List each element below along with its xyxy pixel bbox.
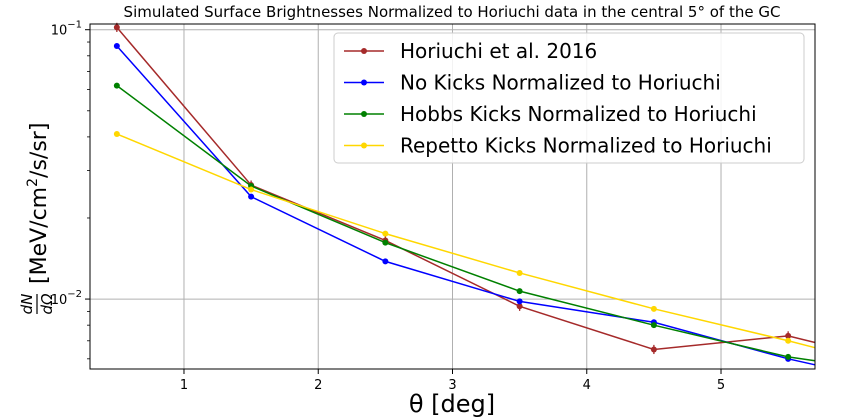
data-point <box>113 42 120 49</box>
data-point <box>516 303 523 310</box>
data-point <box>650 346 657 353</box>
legend-item: Hobbs Kicks Normalized to Horiuchi <box>344 102 757 126</box>
y-label-frac-num: dN <box>18 294 36 315</box>
data-point <box>248 186 255 193</box>
svg-text:[MeV/cm2/s/sr]: [MeV/cm2/s/sr] <box>25 123 52 284</box>
legend: Horiuchi et al. 2016 No Kicks Normalized … <box>333 32 805 164</box>
legend-item: Repetto Kicks Normalized to Horiuchi <box>344 134 772 158</box>
data-point <box>650 322 657 329</box>
data-point <box>113 131 120 138</box>
x-tick-label: 2 <box>314 378 322 393</box>
y-axis-label: dN dΩ [MeV/cm2/s/sr] <box>18 123 56 315</box>
series-line <box>116 133 816 349</box>
x-tick-label: 1 <box>180 378 188 393</box>
legend-marker <box>361 48 367 54</box>
legend-marker <box>361 142 367 149</box>
legend-item: No Kicks Normalized to Horiuchi <box>344 71 721 95</box>
data-point <box>382 258 389 265</box>
axes <box>85 23 816 374</box>
data-point <box>516 298 523 305</box>
data-point <box>785 337 792 344</box>
legend-label: Horiuchi et al. 2016 <box>400 39 597 63</box>
x-tick-label: 5 <box>717 378 725 393</box>
series-3 <box>113 131 816 349</box>
legend-marker <box>361 79 367 86</box>
y-label-unit-a: MeV/cm <box>27 187 52 276</box>
y-tick-label: 10−1 <box>51 20 82 39</box>
tick-labels: 1 2 3 4 5 10−1 10−2 <box>51 20 725 393</box>
legend-label: Repetto Kicks Normalized to Horiuchi <box>400 134 772 158</box>
legend-label: Hobbs Kicks Normalized to Horiuchi <box>400 102 757 126</box>
data-point <box>516 288 523 295</box>
y-label-unit-sup: 2 <box>25 178 41 187</box>
legend-item: Horiuchi et al. 2016 <box>344 39 597 63</box>
x-tick-label: 4 <box>583 378 591 393</box>
series-layer <box>113 22 816 366</box>
data-point <box>113 24 120 31</box>
data-point <box>248 193 255 200</box>
data-point <box>113 82 120 89</box>
x-axis-label: θ [deg] <box>409 390 495 418</box>
data-point <box>785 332 792 339</box>
legend-box <box>333 32 805 164</box>
data-point <box>382 239 389 246</box>
y-label-unit-b: /s/sr] <box>27 123 52 178</box>
x-tick-label: 3 <box>448 378 456 393</box>
chart-title: Simulated Surface Brightnesses Normalize… <box>124 3 781 21</box>
legend-marker <box>361 111 367 117</box>
data-point <box>785 353 792 360</box>
plot-frame <box>89 23 816 370</box>
data-point <box>650 305 657 312</box>
legend-label: No Kicks Normalized to Horiuchi <box>400 71 721 95</box>
data-point <box>382 230 389 237</box>
y-label-frac-den: dΩ <box>38 293 56 315</box>
data-point <box>516 269 523 276</box>
y-tick-label: 10−2 <box>51 289 82 308</box>
y-label-bracket: [ <box>27 275 52 284</box>
